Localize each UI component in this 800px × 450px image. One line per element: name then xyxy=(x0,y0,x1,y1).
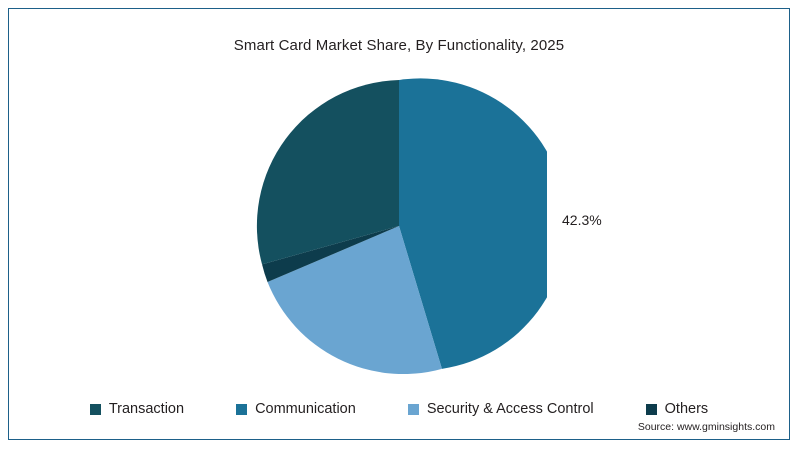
pie-slice-security-access-control[interactable] xyxy=(267,226,442,374)
pie-slice-others[interactable] xyxy=(262,226,399,283)
legend-swatch-icon xyxy=(645,403,657,415)
legend-swatch-icon xyxy=(236,403,248,415)
chart-frame: Smart Card Market Share, By Functionalit… xyxy=(8,8,790,440)
pie-svg xyxy=(256,78,547,374)
legend-item-communication[interactable]: Communication xyxy=(236,401,356,417)
pie-slice-communication[interactable] xyxy=(399,78,547,369)
source-attribution: Source: www.gminsights.com xyxy=(637,421,775,433)
legend-swatch-icon xyxy=(89,403,101,415)
legend-label: Communication xyxy=(255,401,356,417)
chart-title: Smart Card Market Share, By Functionalit… xyxy=(233,37,565,54)
legend-label: Others xyxy=(664,401,709,417)
legend-swatch-icon xyxy=(407,403,419,415)
pie-slice-transaction[interactable] xyxy=(256,80,399,265)
legend-item-others[interactable]: Others xyxy=(645,401,709,417)
pie-value-label: 42.3% xyxy=(562,212,602,228)
legend-label: Transaction xyxy=(108,401,185,417)
legend-label: Security & Access Control xyxy=(426,401,594,417)
legend-item-security-access-control[interactable]: Security & Access Control xyxy=(407,401,594,417)
chart-legend: Transaction Communication Security & Acc… xyxy=(9,401,789,417)
legend-item-transaction[interactable]: Transaction xyxy=(89,401,185,417)
pie-chart xyxy=(251,78,547,374)
